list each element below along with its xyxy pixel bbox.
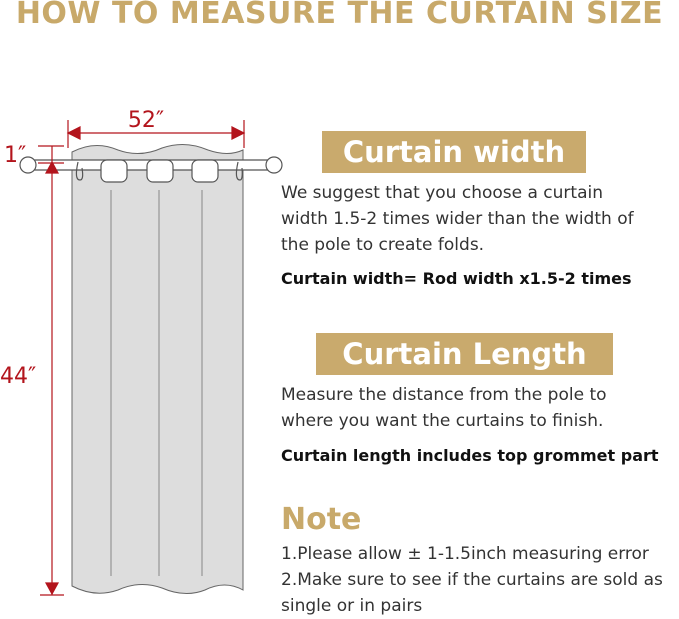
curtain-length-formula: Curtain length includes top grommet part [281, 446, 659, 465]
curtain-diagram: 52″ 1″ 44″ [0, 108, 283, 596]
curtain-length-text: Measure the distance from the pole to wh… [281, 385, 607, 431]
curtain-width-formula: Curtain width= Rod width x1.5-2 times [281, 269, 632, 288]
note-item: 2.Make sure to see if the curtains are s… [281, 570, 663, 616]
note-heading: Note [281, 502, 362, 537]
top-label: 1″ [4, 143, 26, 168]
curtain-width-heading: Curtain width [322, 131, 586, 173]
dimension-lines [38, 120, 246, 596]
curtain-width-text: We suggest that you choose a curtain wid… [281, 183, 634, 255]
note-item: 1.Please allow ± 1-1.5inch measuring err… [281, 544, 649, 564]
curtain-length-heading: Curtain Length [316, 333, 613, 375]
width-label: 52″ [128, 108, 164, 133]
length-label: 44″ [0, 364, 36, 389]
curtain-panel [71, 144, 244, 594]
curtain-folds [110, 190, 203, 576]
grommets [75, 159, 243, 183]
page-title: HOW TO MEASURE THE CURTAIN SIZE [15, 0, 664, 31]
